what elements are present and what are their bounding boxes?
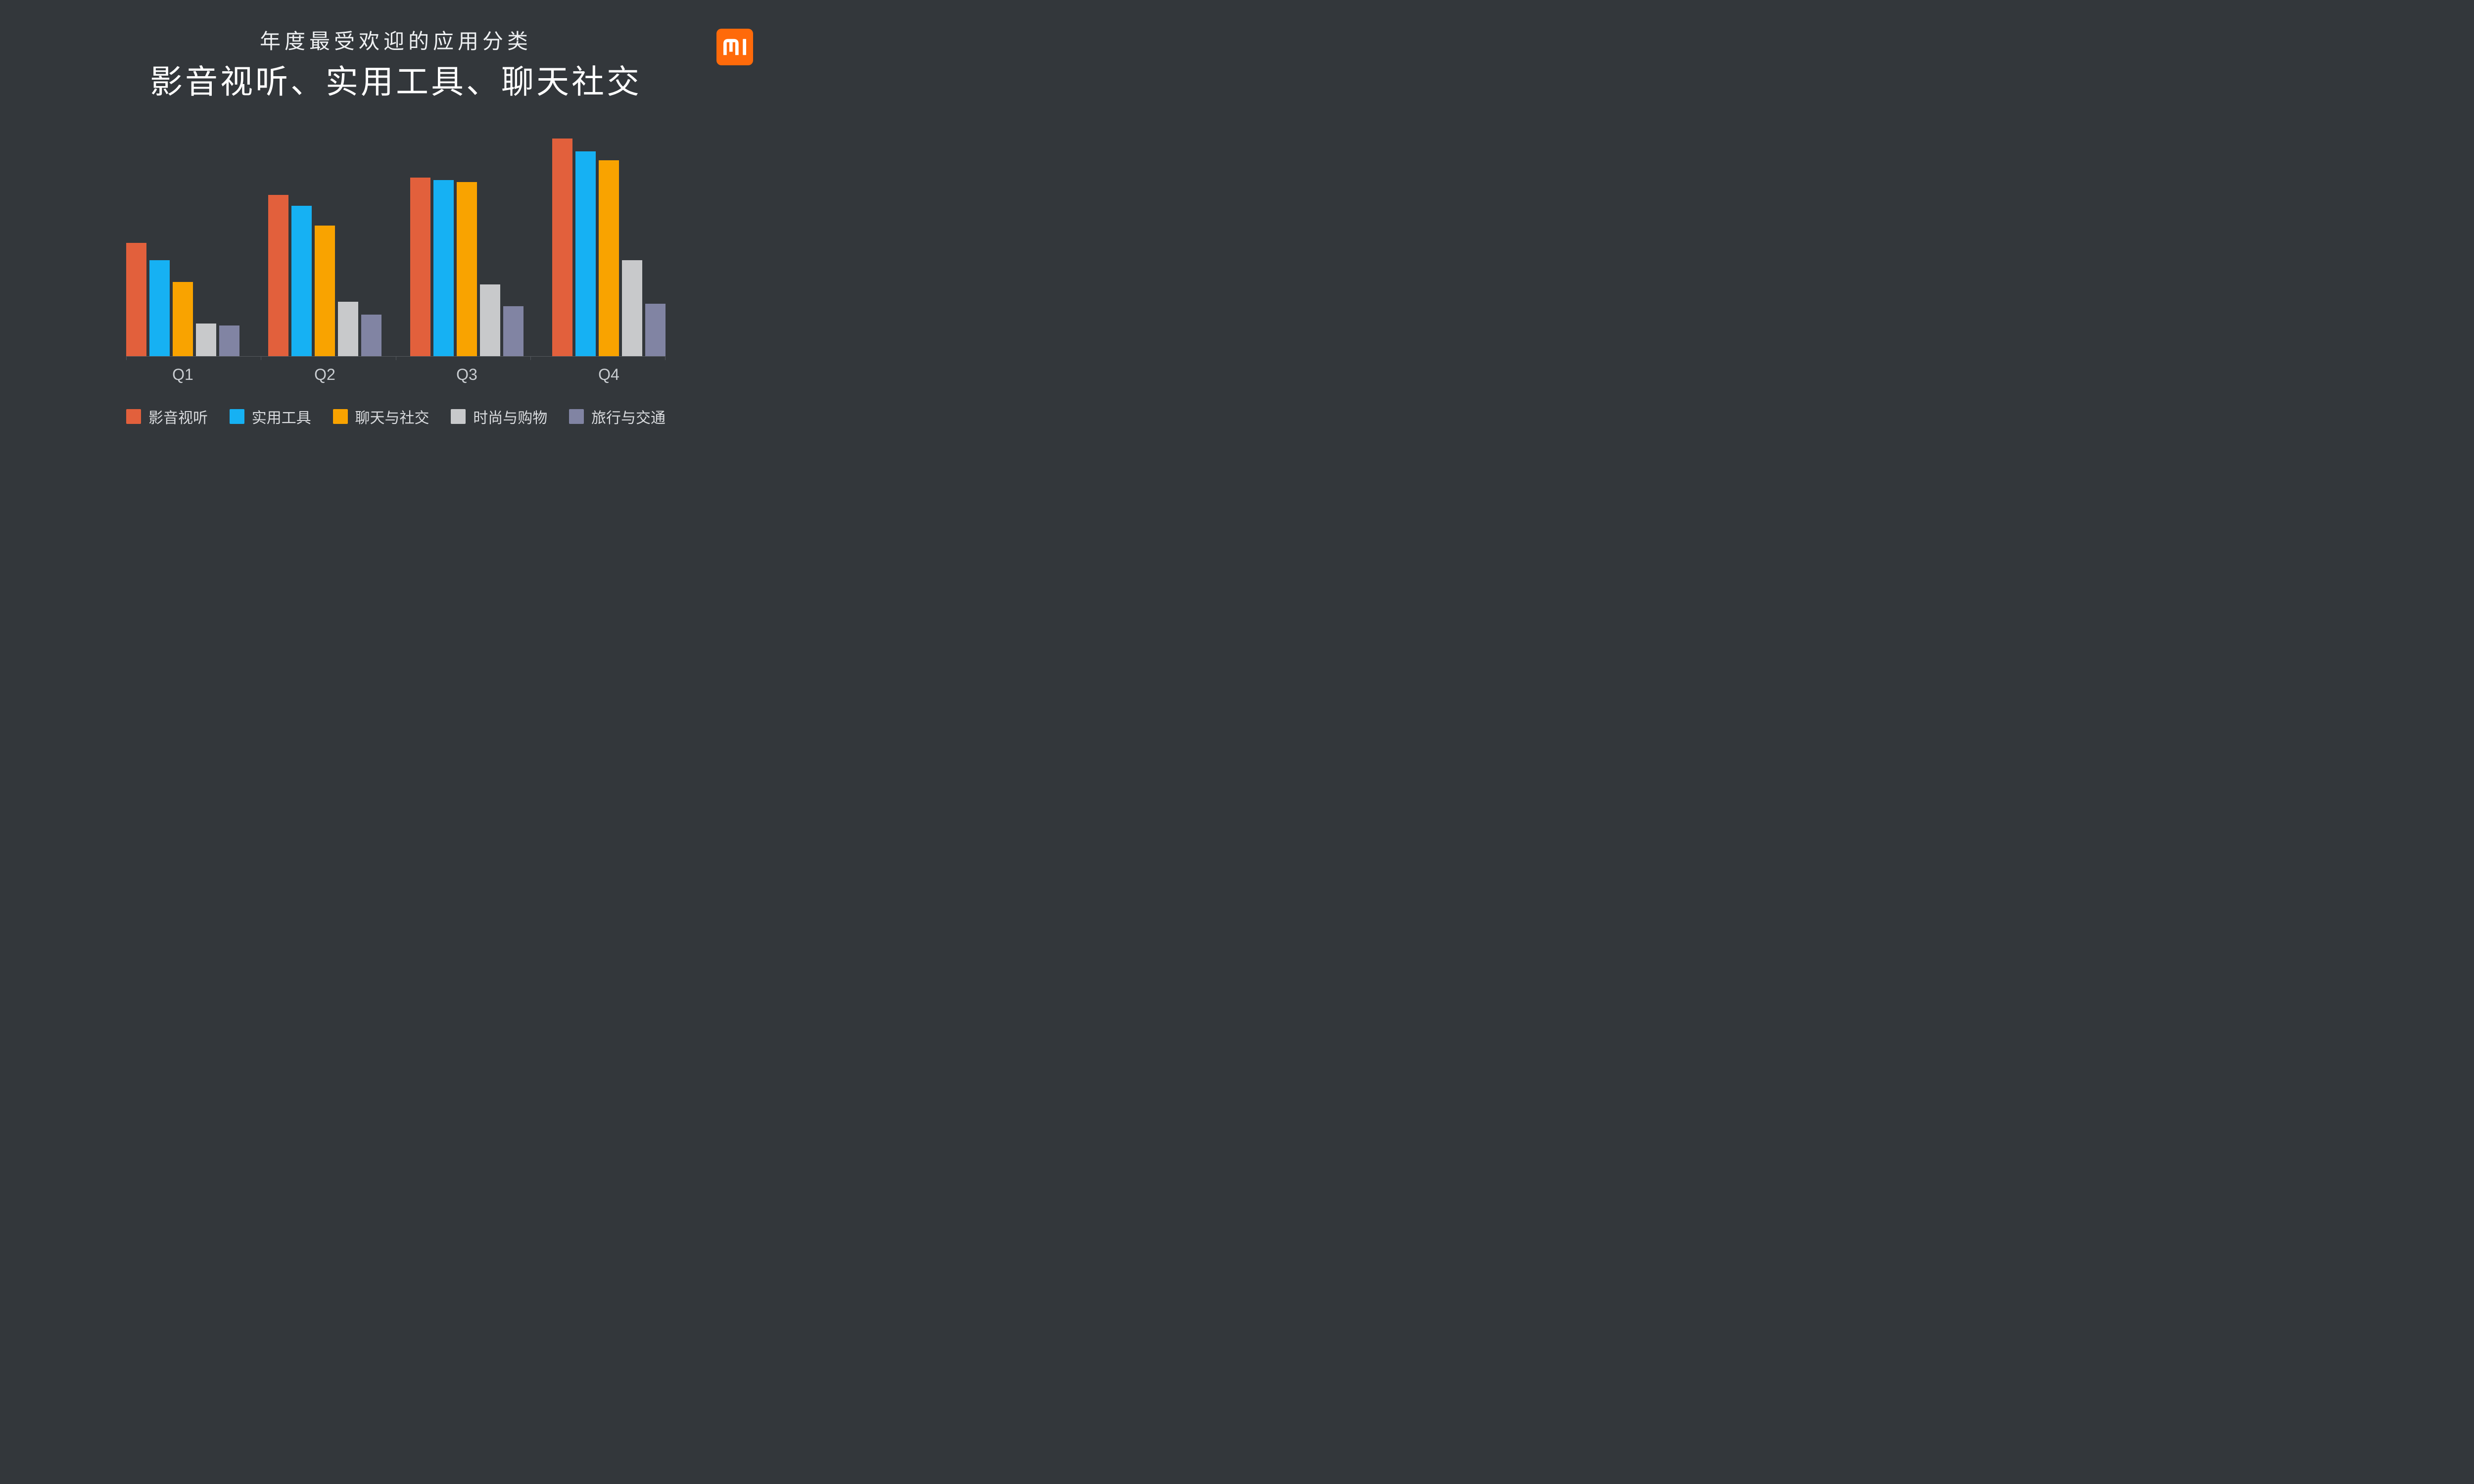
legend-swatch-时尚与购物 [451, 409, 466, 424]
legend-swatch-实用工具 [229, 409, 244, 424]
bar-时尚与购物-Q1 [196, 324, 216, 356]
bar-实用工具-Q4 [575, 151, 596, 356]
bar-实用工具-Q3 [433, 180, 454, 356]
x-axis [126, 356, 666, 360]
bar-影音视听-Q3 [410, 178, 430, 356]
bar-聊天与社交-Q1 [173, 282, 193, 356]
bar-时尚与购物-Q2 [338, 302, 358, 356]
bar-实用工具-Q2 [291, 206, 312, 356]
chart-subtitle: 年度最受欢迎的应用分类 [259, 30, 532, 53]
x-tick-label-Q4: Q4 [598, 366, 619, 383]
x-axis-ticks [126, 357, 666, 360]
legend-label-影音视听: 影音视听 [148, 410, 208, 426]
bar-group-Q4 [552, 139, 666, 356]
bar-影音视听-Q1 [126, 243, 146, 356]
bar-影音视听-Q4 [552, 139, 572, 356]
bar-旅行与交通-Q1 [219, 325, 239, 356]
legend-swatch-影音视听 [126, 409, 141, 424]
bar-chart: Q1 Q2 Q3 Q4 影音视听 实用工具 聊天与社交 时尚与购物 旅行与交通 [126, 139, 666, 427]
slide: 年度最受欢迎的应用分类 影音视听、实用工具、聊天社交 Q1 Q2 Q3 Q4 影音视听… [0, 0, 792, 445]
bar-时尚与购物-Q4 [622, 260, 642, 356]
bar-group-Q2 [268, 139, 381, 356]
bar-旅行与交通-Q3 [503, 306, 523, 356]
legend-swatch-旅行与交通 [569, 409, 584, 424]
bar-group-Q3 [410, 139, 523, 356]
x-tick-label-Q2: Q2 [314, 366, 335, 383]
legend-item-实用工具: 实用工具 [229, 406, 311, 427]
bar-旅行与交通-Q2 [361, 315, 381, 356]
legend-item-时尚与购物: 时尚与购物 [451, 406, 547, 427]
legend-item-旅行与交通: 旅行与交通 [569, 406, 666, 427]
legend-item-影音视听: 影音视听 [126, 406, 208, 427]
legend-label-聊天与社交: 聊天与社交 [355, 410, 429, 426]
x-axis-tick [665, 357, 666, 360]
bar-聊天与社交-Q3 [457, 182, 477, 356]
legend-label-时尚与购物: 时尚与购物 [473, 410, 548, 426]
bar-聊天与社交-Q2 [315, 226, 335, 356]
x-axis-tick [126, 357, 127, 360]
legend-label-旅行与交通: 旅行与交通 [591, 410, 666, 426]
x-axis-tick [530, 357, 531, 360]
mi-logo-glyph [723, 39, 746, 55]
bar-group-Q1 [126, 139, 239, 356]
bar-旅行与交通-Q4 [645, 304, 666, 356]
bar-聊天与社交-Q4 [599, 160, 619, 356]
bar-影音视听-Q2 [268, 195, 288, 356]
legend-swatch-聊天与社交 [333, 409, 348, 424]
chart-legend: 影音视听 实用工具 聊天与社交 时尚与购物 旅行与交通 [126, 406, 666, 427]
legend-item-聊天与社交: 聊天与社交 [333, 406, 429, 427]
xiaomi-mi-logo [716, 29, 753, 65]
bar-实用工具-Q1 [149, 260, 170, 356]
plot-area [126, 139, 666, 356]
legend-label-实用工具: 实用工具 [251, 410, 311, 426]
bar-时尚与购物-Q3 [480, 284, 500, 356]
x-axis-labels: Q1 Q2 Q3 Q4 [126, 366, 666, 384]
x-tick-label-Q3: Q3 [456, 366, 477, 383]
x-tick-label-Q1: Q1 [172, 366, 193, 383]
chart-title: 影音视听、实用工具、聊天社交 [150, 63, 642, 100]
